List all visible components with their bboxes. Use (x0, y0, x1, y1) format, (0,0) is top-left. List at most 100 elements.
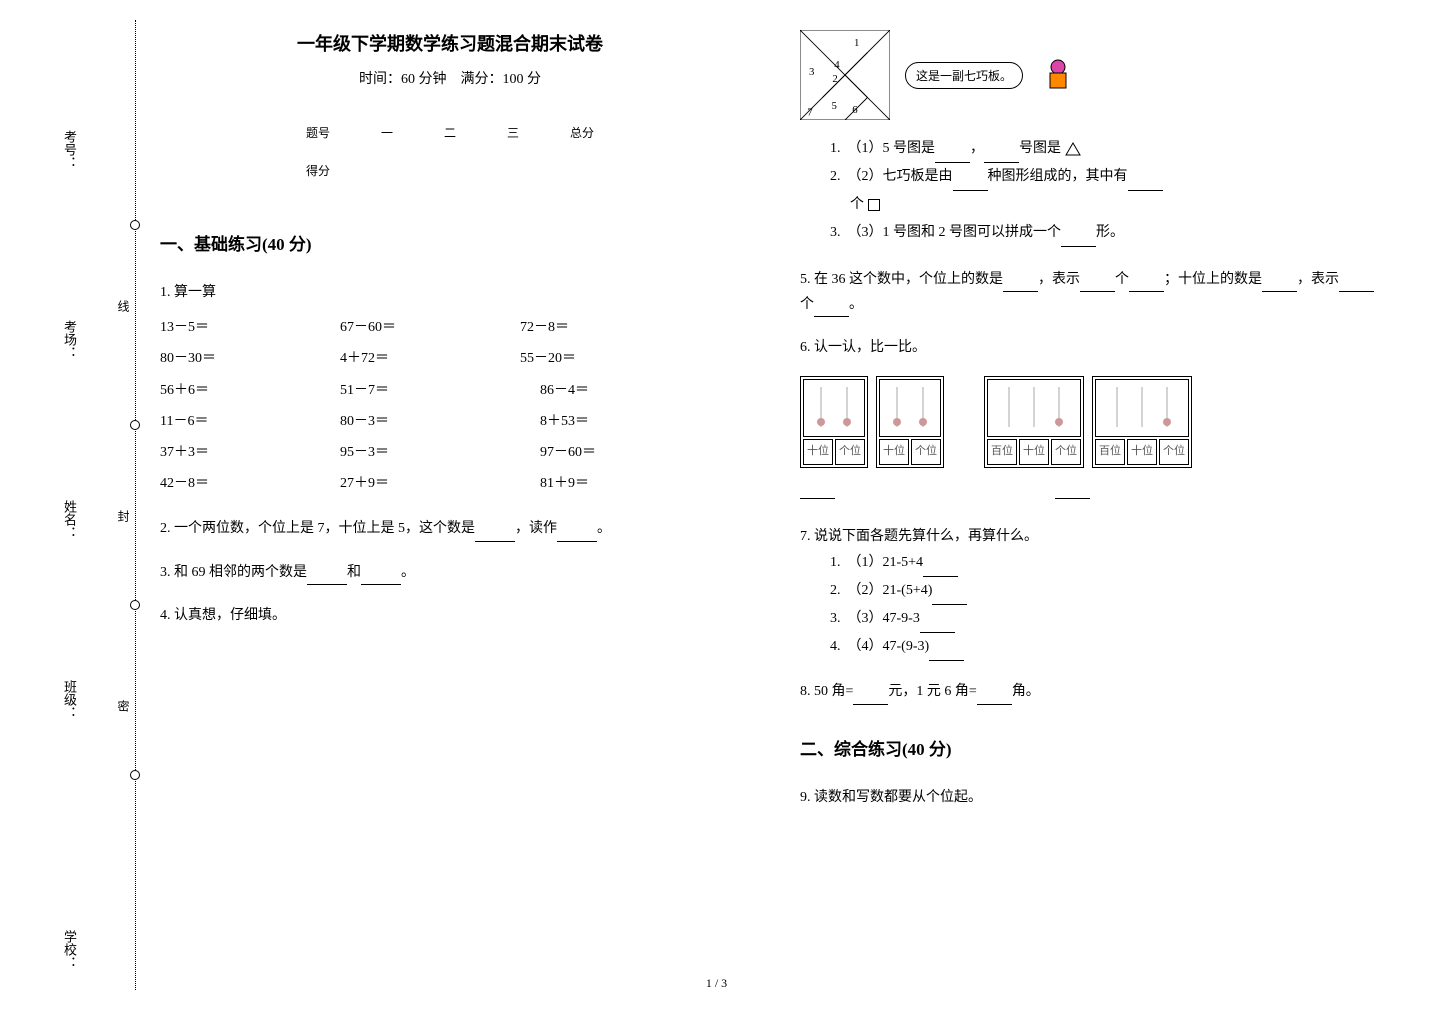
calc-item: 51－7＝ (340, 378, 490, 403)
question-label: 6. 认一认，比一比。 (800, 335, 1380, 360)
calc-item: 55－20＝ (520, 346, 670, 371)
question-2: 2. 一个两位数，个位上是 7，十位上是 5，这个数是，读作。 (160, 516, 740, 541)
binding-margin: 考号： 考场： 姓名： 班级： 学校： 线 封 密 (30, 0, 140, 1011)
seal-char: 密 (115, 700, 132, 712)
sub-text: 号图是 (1019, 141, 1061, 156)
left-column: 一年级下学期数学练习题混合期末试卷 时间：60 分钟 满分：100 分 题号 一… (160, 30, 740, 828)
abacus-3col: 百位十位个位 (984, 376, 1084, 469)
calc-item: 27＋9＝ (340, 471, 490, 496)
calc-item: 11－6＝ (160, 409, 310, 434)
fill-blank (800, 483, 835, 499)
binding-label-school: 学校： (60, 930, 79, 969)
sub-text: 1. （1）21-5+4 (830, 555, 923, 570)
svg-text:5: 5 (832, 100, 837, 112)
q5-text: 个 (800, 297, 814, 312)
sub-text: 1. （1）5 号图是 (830, 141, 935, 156)
abacus-label: 个位 (911, 439, 941, 465)
q8-text: 元，1 元 6 角= (888, 684, 976, 699)
score-header-label: 题号 (280, 114, 355, 152)
calc-item: 81＋9＝ (540, 471, 670, 496)
q5-text: 个 (1115, 272, 1129, 287)
abacus-2col: 十位个位 (876, 376, 944, 469)
question-label: 4. 认真想，仔细填。 (160, 603, 740, 628)
fill-blank (1080, 276, 1115, 292)
fill-blank (307, 569, 347, 585)
calc-item: 67－60＝ (340, 315, 490, 340)
binding-label-name: 姓名： (60, 500, 79, 539)
dotted-line (135, 20, 136, 990)
q7-item: 2. （2）21-(5+4) (830, 577, 1380, 605)
abacus-group: 十位个位 十位个位 (800, 376, 944, 469)
sub-text: 3. （3）1 号图和 2 号图可以拼成一个 (830, 225, 1061, 240)
q7-item: 4. （4）47-(9-3) (830, 633, 1380, 661)
q4-sublist: 1. （1）5 号图是，号图是 2. （2）七巧板是由种图形组成的，其中有 个 … (830, 135, 1380, 247)
fill-blank (475, 526, 515, 542)
abacus-label: 十位 (879, 439, 909, 465)
binding-label-class: 班级： (60, 680, 79, 719)
calc-item: 4＋72＝ (340, 346, 490, 371)
tangram-icon: 1 2 3 4 5 6 7 (800, 30, 890, 120)
abacus-label: 十位 (803, 439, 833, 465)
calc-item: 13－5＝ (160, 315, 310, 340)
fill-blank (920, 617, 955, 633)
score-col: 三 (482, 114, 545, 152)
fill-blank (557, 526, 597, 542)
q7-item: 3. （3）47-9-3 (830, 605, 1380, 633)
svg-text:1: 1 (854, 37, 859, 49)
fill-blank (814, 301, 849, 317)
question-3: 3. 和 69 相邻的两个数是和。 (160, 560, 740, 585)
binding-label-exam-id: 考号： (60, 130, 79, 169)
sub-text: ， (970, 141, 984, 156)
circle-icon (130, 220, 140, 230)
svg-text:7: 7 (807, 107, 813, 119)
q7-sublist: 1. （1）21-5+4 2. （2）21-(5+4) 3. （3）47-9-3… (830, 549, 1380, 661)
score-col: 总分 (545, 114, 620, 152)
calc-item: 37＋3＝ (160, 440, 310, 465)
score-cell (482, 152, 545, 190)
circle-icon (130, 770, 140, 780)
calc-item: 42－8＝ (160, 471, 310, 496)
abacus-label: 十位 (1019, 439, 1049, 465)
q4-sub1: 1. （1）5 号图是 ， 号图是 (830, 135, 1380, 163)
abacus-label: 个位 (835, 439, 865, 465)
q2-text: 2. 一个两位数，个位上是 7，十位上是 5，这个数是 (160, 521, 475, 536)
fill-blank (853, 689, 888, 705)
sub-text: 形。 (1096, 225, 1124, 240)
score-table: 题号 一 二 三 总分 得分 (280, 113, 620, 190)
calc-item: 56＋6＝ (160, 378, 310, 403)
calc-item: 72－8＝ (520, 315, 670, 340)
table-row: 题号 一 二 三 总分 (280, 114, 619, 152)
square-icon (868, 199, 880, 211)
calc-item: 86－4＝ (540, 378, 670, 403)
seal-char: 线 (115, 300, 132, 312)
question-6: 6. 认一认，比一比。 十位个位 十位个位 百位十位个位 (800, 335, 1380, 499)
abacus-3col: 百位十位个位 (1092, 376, 1192, 469)
question-4: 4. 认真想，仔细填。 (160, 603, 740, 628)
sub-text: 种图形组成的，其中有 (988, 169, 1128, 184)
page-title: 一年级下学期数学练习题混合期末试卷 (160, 30, 740, 56)
q5-text: ，表示 (1297, 272, 1339, 287)
score-cell (545, 152, 620, 190)
question-7: 7. 说说下面各题先算什么，再算什么。 1. （1）21-5+4 2. （2）2… (800, 524, 1380, 661)
svg-text:2: 2 (832, 73, 837, 85)
question-label: 7. 说说下面各题先算什么，再算什么。 (800, 524, 1380, 549)
fill-blank (1262, 276, 1297, 292)
calc-grid: 13－5＝ 67－60＝ 72－8＝ 80－30＝ 4＋72＝ 55－20＝ 5… (160, 315, 740, 496)
section-title-1: 一、基础练习(40 分) (160, 230, 740, 255)
page-number: 1 / 3 (706, 976, 727, 991)
fill-blank (953, 175, 988, 191)
fill-blank (1055, 483, 1090, 499)
question-9: 9. 读数和写数都要从个位起。 (800, 785, 1380, 810)
abacus-label: 个位 (1051, 439, 1081, 465)
right-column: 1 2 3 4 5 6 7 这是一副七巧板。 1. （1）5 号图是 ， 号图是 2… (800, 30, 1380, 828)
abacus-label: 十位 (1127, 439, 1157, 465)
fill-blank (1003, 276, 1038, 292)
speech-bubble: 这是一副七巧板。 (905, 62, 1023, 89)
sub-text: 2. （2）七巧板是由 (830, 169, 953, 184)
q3-text: 3. 和 69 相邻的两个数是 (160, 565, 307, 580)
fill-blank (361, 569, 401, 585)
calc-item: 80－3＝ (340, 409, 490, 434)
fill-blank (984, 147, 1019, 163)
fill-blank (935, 147, 970, 163)
fill-blank (932, 589, 967, 605)
